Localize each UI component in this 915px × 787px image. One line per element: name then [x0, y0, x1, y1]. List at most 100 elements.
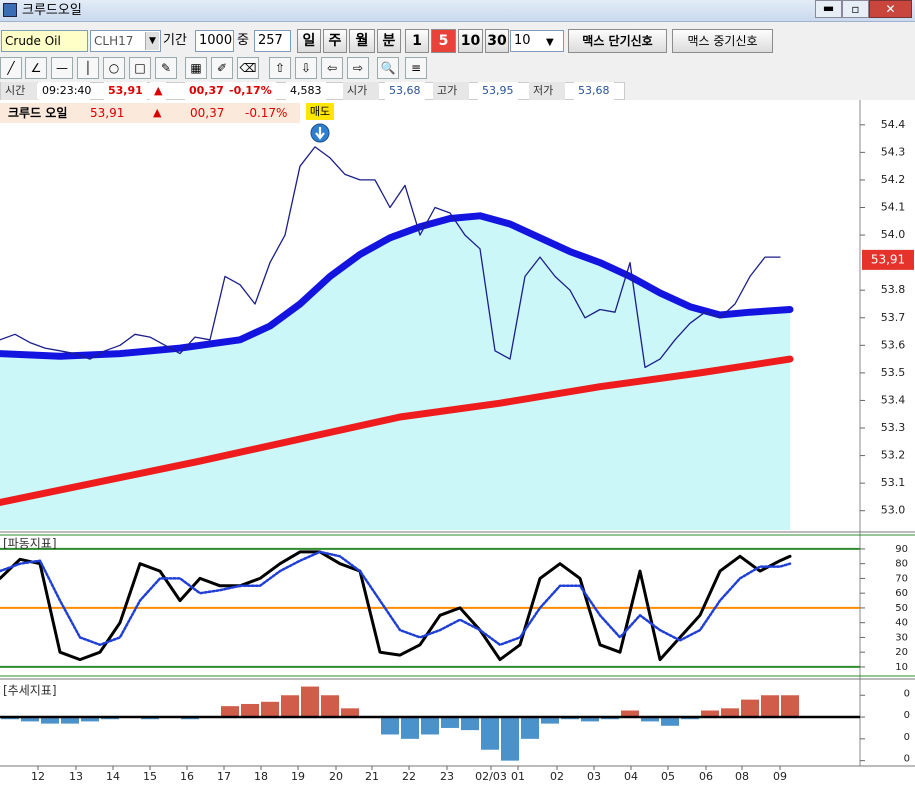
signal-arrow-glyph [315, 127, 325, 140]
mid-input[interactable]: 257 [254, 30, 291, 52]
histogram-bar [421, 717, 439, 735]
axis-bg [860, 100, 915, 787]
panel-title: [추세지표] [3, 684, 57, 698]
symbol-input[interactable]: Crude Oil [1, 30, 88, 52]
histogram-bar [641, 717, 659, 722]
histogram-bar [301, 686, 319, 718]
y-tick-label: 54.0 [881, 228, 906, 241]
tool-icon[interactable]: ✐ [211, 57, 233, 79]
x-tick-label: 17 [217, 770, 231, 783]
quote-label: 시가 [343, 82, 379, 100]
x-tick-label: 19 [291, 770, 305, 783]
series-line [0, 550, 792, 662]
tool-icon[interactable]: ✎ [155, 57, 177, 79]
histogram-bar [41, 717, 59, 724]
unit-button[interactable]: 월 [349, 29, 375, 53]
quote-change-pct: -0,17% [225, 82, 276, 100]
tool-icon[interactable]: — [51, 57, 73, 79]
last-price-label: 53,91 [871, 252, 905, 266]
y-tick-label: 54.3 [881, 145, 906, 158]
histogram-bar [541, 717, 559, 724]
quote-label: 고가 [433, 82, 469, 100]
y-tick-label: 90 [895, 544, 908, 555]
y-tick-label: 53.6 [881, 338, 906, 351]
histogram-bar [761, 695, 779, 718]
y-tick-label: 0 [904, 710, 910, 721]
header-change-pct: -0.17% [245, 106, 288, 120]
x-tick-label: 03 [587, 770, 601, 783]
code-select[interactable]: CLH17 [90, 30, 161, 52]
tool-icon[interactable]: ○ [103, 57, 125, 79]
minimize-button[interactable]: ▬ [815, 0, 842, 18]
last-price-box [862, 249, 914, 270]
y-tick-label: 53.3 [881, 421, 906, 434]
y-tick-label: 53.0 [881, 504, 906, 517]
y-tick-label: 54.4 [881, 118, 906, 131]
histogram-bar [721, 708, 739, 718]
dropdown-arrow[interactable]: ▼ [145, 32, 159, 50]
histogram-bar [481, 717, 499, 750]
dropdown-arrow[interactable]: ▼ [546, 37, 554, 48]
x-tick-label: 13 [69, 770, 83, 783]
period-input[interactable]: 1000 [195, 30, 234, 52]
panel-title: [파동지표] [3, 537, 57, 551]
y-tick-label: 54.2 [881, 173, 906, 186]
histogram-bar [61, 717, 79, 724]
minute-button[interactable]: 10 [458, 29, 483, 53]
x-tick-label: 02 [550, 770, 564, 783]
y-tick-label: 0 [904, 732, 910, 743]
histogram-bar [501, 717, 519, 761]
y-tick-label: 53.8 [881, 283, 906, 296]
y-tick-label: 70 [895, 573, 908, 584]
tool-icon[interactable]: ⌫ [237, 57, 259, 79]
window-title: 크루드오일 [22, 3, 82, 18]
tool-icon[interactable]: ╱ [0, 57, 22, 79]
tool-icon[interactable]: ⇨ [347, 57, 369, 79]
header-name: 크루드 오일 [8, 106, 68, 120]
period-label: 기간 [163, 33, 187, 48]
interval-select[interactable]: 10 [510, 30, 564, 52]
tool-icon[interactable]: ▦ [185, 57, 207, 79]
y-tick-label: 0 [904, 754, 910, 765]
x-tick-label: 23 [440, 770, 454, 783]
unit-button[interactable]: 주 [323, 29, 347, 53]
title-bar [0, 0, 915, 22]
tool-icon[interactable]: │ [77, 57, 99, 79]
unit-button[interactable]: 분 [377, 29, 401, 53]
minute-button[interactable]: 30 [485, 29, 509, 53]
tool-icon[interactable]: ∠ [25, 57, 47, 79]
close-button[interactable]: ✕ [869, 0, 912, 18]
signal-button[interactable]: 맥스 중기신호 [672, 29, 773, 53]
histogram-bar [461, 717, 479, 731]
tool-icon[interactable]: ⇩ [295, 57, 317, 79]
app-icon [3, 3, 17, 17]
unit-button[interactable]: 일 [297, 29, 321, 53]
maximize-button[interactable]: ▫ [842, 0, 869, 18]
y-tick-label: 53.4 [881, 393, 906, 406]
header-price: 53,91 [90, 106, 125, 120]
tool-icon[interactable]: ⇧ [269, 57, 291, 79]
y-tick-label: 53.1 [881, 476, 906, 489]
minute-button[interactable]: 5 [431, 29, 456, 53]
histogram-bar [281, 695, 299, 718]
quote-price: 53,91 [104, 82, 147, 100]
signal-box [306, 103, 334, 120]
x-tick-label: 02/03 [475, 770, 507, 783]
x-tick-label: 14 [106, 770, 120, 783]
quote-arrow: ▲ [150, 82, 167, 100]
signal-button[interactable]: 맥스 단기신호 [568, 29, 667, 53]
quote-change: 00,37 [185, 82, 228, 100]
tool-icon[interactable]: 🔍 [377, 57, 399, 79]
histogram-bar [781, 695, 799, 718]
y-tick-label: 53.5 [881, 366, 906, 379]
x-tick-label: 20 [329, 770, 343, 783]
histogram-bar [381, 717, 399, 735]
tool-icon[interactable]: □ [129, 57, 151, 79]
minute-button[interactable]: 1 [405, 29, 429, 53]
tool-icon[interactable]: ⇦ [321, 57, 343, 79]
tool-icon[interactable]: ≡ [405, 57, 427, 79]
quote-volume: 4,583 [286, 82, 326, 100]
header-arrow: ▲ [153, 106, 162, 119]
y-tick-label: 0 [904, 688, 910, 699]
